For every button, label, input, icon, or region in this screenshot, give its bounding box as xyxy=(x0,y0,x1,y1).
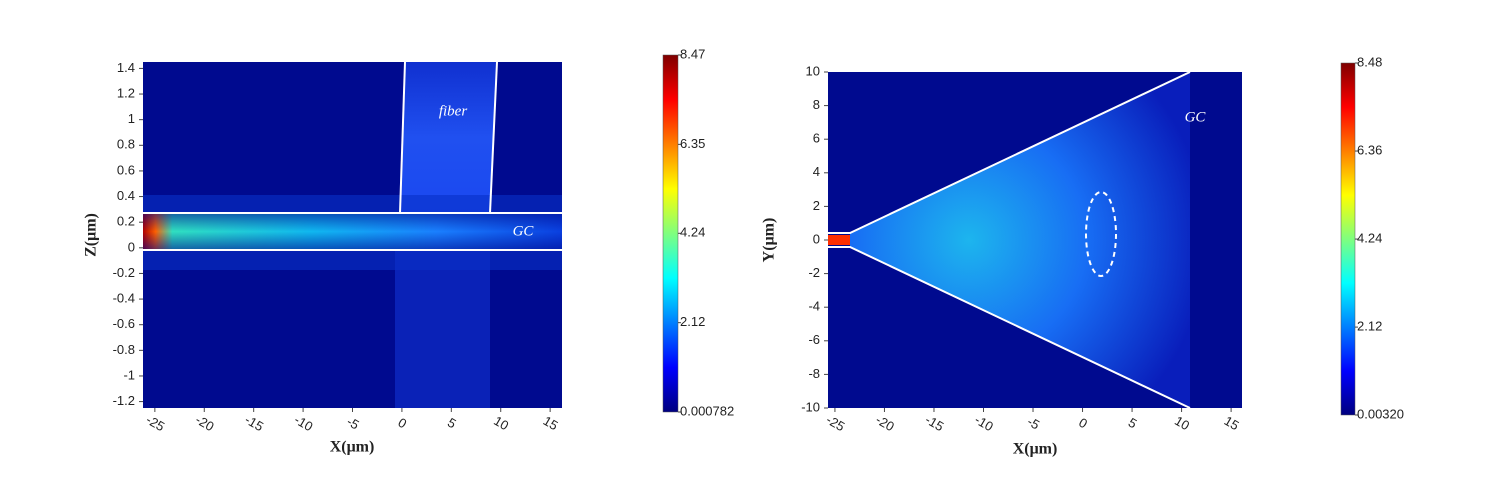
y-tick-label: 8 xyxy=(813,97,820,112)
y-tick-label: -10 xyxy=(801,399,820,414)
y-tick-label: -8 xyxy=(808,366,820,381)
y-tick-label: -6 xyxy=(808,332,820,347)
x-tick-label: 5 xyxy=(1126,415,1140,432)
x-tick-label: -25 xyxy=(824,412,848,434)
x-axis-label: X(μm) xyxy=(330,439,375,456)
left-field: fiber GC xyxy=(143,61,562,408)
colorbar-tick-label: 8.47 xyxy=(680,46,705,61)
x-tick-label: -5 xyxy=(1025,414,1043,433)
x-tick-label: -10 xyxy=(292,412,316,434)
colorbar xyxy=(662,54,679,413)
y-tick-label: 6 xyxy=(813,131,820,146)
y-tick-label: -0.2 xyxy=(113,265,135,280)
colorbar-tick-label: 2.12 xyxy=(1357,319,1382,334)
right-field: GC xyxy=(828,71,1242,409)
x-tick-label: -10 xyxy=(972,412,996,434)
x-tick-label: 10 xyxy=(491,413,511,433)
y-tick-label: -0.6 xyxy=(113,316,135,331)
y-tick-label: 0 xyxy=(128,239,135,254)
annotation: GC xyxy=(1185,109,1207,125)
x-tick-label: 15 xyxy=(1222,413,1242,433)
colorbar-tick-label: 4.24 xyxy=(1357,231,1382,246)
y-axis-label: Z(μm) xyxy=(83,213,100,257)
y-tick-label: 0.2 xyxy=(117,214,135,229)
colorbar-tick-label: 8.48 xyxy=(1357,54,1382,69)
y-tick-label: 0 xyxy=(813,231,820,246)
y-tick-label: 0.4 xyxy=(117,188,135,203)
annotation: GC xyxy=(513,223,535,239)
x-tick-label: 0 xyxy=(1076,415,1090,432)
x-tick-label: -20 xyxy=(873,412,897,434)
y-tick-label: 2 xyxy=(813,198,820,213)
x-tick-label: 0 xyxy=(396,415,410,432)
x-tick-label: 15 xyxy=(541,413,561,433)
x-tick-label: -15 xyxy=(242,412,266,434)
y-tick-label: -0.8 xyxy=(113,342,135,357)
colorbar-tick-label: 2.12 xyxy=(680,314,705,329)
x-tick-label: -25 xyxy=(144,412,168,434)
y-tick-label: -1.2 xyxy=(113,393,135,408)
y-tick-label: 1.4 xyxy=(117,60,135,75)
annotation: fiber xyxy=(439,103,467,119)
y-tick-label: 0.6 xyxy=(117,162,135,177)
y-tick-label: 4 xyxy=(813,164,820,179)
y-tick-label: 1 xyxy=(128,111,135,126)
y-tick-label: -2 xyxy=(808,265,820,280)
x-tick-label: -20 xyxy=(193,412,217,434)
colorbar-tick-label: 0.00320 xyxy=(1357,406,1404,421)
y-tick-label: 10 xyxy=(806,63,820,78)
y-tick-label: -4 xyxy=(808,299,820,314)
y-tick-label: -1 xyxy=(123,367,135,382)
y-tick-label: 1.2 xyxy=(117,85,135,100)
colorbar-tick-label: 6.36 xyxy=(1357,142,1382,157)
x-tick-label: -5 xyxy=(344,414,362,433)
y-tick-label: -0.4 xyxy=(113,291,135,306)
x-axis-label: X(μm) xyxy=(1013,441,1058,458)
x-tick-label: 5 xyxy=(445,415,459,432)
colorbar-tick-label: 0.000782 xyxy=(680,403,734,418)
y-axis-label: Y(μm) xyxy=(761,218,778,263)
x-tick-label: 10 xyxy=(1172,413,1192,433)
x-tick-label: -15 xyxy=(923,412,947,434)
colorbar-tick-label: 6.35 xyxy=(680,136,705,151)
colorbar xyxy=(1340,62,1356,416)
colorbar-tick-label: 4.24 xyxy=(680,225,705,240)
y-tick-label: 0.8 xyxy=(117,137,135,152)
